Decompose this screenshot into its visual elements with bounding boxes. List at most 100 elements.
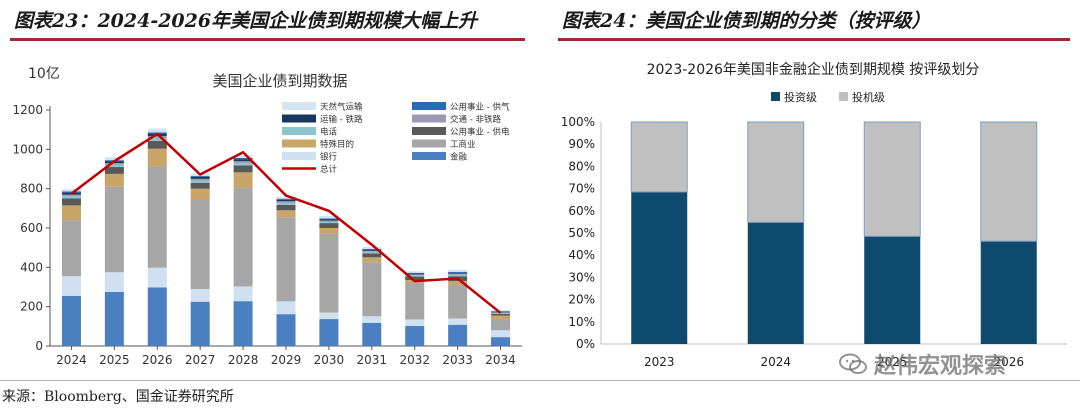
legend-label: 总计 bbox=[320, 164, 338, 175]
bar-segment bbox=[319, 228, 339, 234]
bar-segment bbox=[276, 202, 296, 205]
bar-segment bbox=[405, 272, 425, 274]
x-tick-label: 2029 bbox=[271, 353, 302, 367]
bar-segment bbox=[747, 121, 805, 223]
bar-segment bbox=[448, 273, 468, 275]
bar-segment bbox=[630, 121, 688, 193]
bar-segment bbox=[190, 178, 210, 181]
bar-segment bbox=[104, 164, 124, 168]
x-tick-label: 2031 bbox=[357, 353, 388, 367]
legend-label: 公用事业 - 供电 bbox=[450, 127, 510, 138]
bar-segment bbox=[980, 121, 1038, 242]
bar-segment bbox=[233, 159, 253, 162]
bar-segment bbox=[405, 271, 425, 273]
bar-segment bbox=[362, 250, 382, 252]
bar-segment bbox=[448, 274, 468, 277]
y-tick-label: 90% bbox=[568, 137, 595, 151]
right-chart-title: 2023-2026年美国非金融企业债到期规模 按评级划分 bbox=[647, 61, 980, 78]
y-tick-label: 800 bbox=[20, 182, 43, 196]
bar-segment bbox=[61, 189, 81, 192]
bar-segment bbox=[491, 319, 511, 331]
total-line bbox=[70, 132, 502, 314]
bar-segment bbox=[61, 295, 81, 346]
x-tick-label: 2033 bbox=[442, 353, 473, 367]
bar-segment bbox=[362, 251, 382, 254]
bar-segment bbox=[276, 196, 296, 199]
y-tick-label: 40% bbox=[568, 248, 595, 262]
x-tick-label: 2027 bbox=[185, 353, 216, 367]
watermark-text: 赵伟宏观探索 bbox=[874, 354, 1007, 379]
bar-segment bbox=[233, 157, 253, 160]
legend-label: 特殊目的 bbox=[320, 139, 354, 150]
legend-label: 投机级 bbox=[852, 90, 885, 104]
bar-segment bbox=[104, 157, 124, 161]
x-tick-label: 2030 bbox=[314, 353, 345, 367]
x-tick-label: 2034 bbox=[485, 353, 516, 367]
bar-segment bbox=[405, 276, 425, 281]
bar-segment bbox=[61, 192, 81, 195]
bar-segment bbox=[362, 248, 382, 250]
bar-segment bbox=[491, 312, 511, 314]
bar-segment bbox=[362, 249, 382, 251]
bar-segment bbox=[190, 199, 210, 289]
left-chart-title: 美国企业债到期数据 bbox=[212, 72, 347, 90]
y-tick-label: 0% bbox=[576, 337, 595, 351]
y-tick-label: 50% bbox=[568, 226, 595, 240]
bar-segment bbox=[362, 322, 382, 346]
bar-segment bbox=[980, 241, 1037, 344]
bar-segment bbox=[276, 314, 296, 346]
bar-segment bbox=[104, 291, 124, 346]
bar-segment bbox=[190, 182, 210, 189]
bar-segment bbox=[61, 196, 81, 199]
y-tick-label: 0 bbox=[35, 339, 43, 353]
bar-segment bbox=[319, 223, 339, 228]
bar-segment bbox=[448, 324, 468, 346]
legend-swatch bbox=[412, 114, 446, 123]
bar-segment bbox=[362, 262, 382, 317]
bar-segment bbox=[104, 173, 124, 187]
bar-segment bbox=[233, 161, 253, 164]
legend-label: 天然气运输 bbox=[320, 102, 363, 113]
wechat-icon bbox=[839, 353, 867, 374]
bar-segment bbox=[233, 163, 253, 166]
bar-segment bbox=[61, 276, 81, 296]
bar-segment bbox=[319, 220, 339, 222]
bar-segment bbox=[491, 310, 511, 312]
bar-segment bbox=[104, 167, 124, 174]
y-tick-label: 70% bbox=[568, 182, 595, 196]
right-figure-title: 图表24：美国企业债到期的分类（按评级） bbox=[562, 10, 931, 32]
bar-segment bbox=[276, 301, 296, 315]
watermark: 赵伟宏观探索 bbox=[838, 348, 1006, 380]
legend-label: 公用事业 - 供气 bbox=[450, 102, 510, 113]
bar-segment bbox=[405, 273, 425, 275]
bar-segment bbox=[276, 198, 296, 200]
bar-segment bbox=[147, 128, 167, 133]
y-tick-label: 100% bbox=[561, 115, 595, 129]
bar-segment bbox=[190, 176, 210, 179]
y-tick-label: 20% bbox=[568, 293, 595, 307]
bar-segment bbox=[362, 316, 382, 323]
bar-segment bbox=[405, 274, 425, 276]
bar-segment bbox=[190, 288, 210, 302]
x-tick-label: 2028 bbox=[228, 353, 259, 367]
y-tick-label: 10% bbox=[568, 315, 595, 329]
x-tick-label: 2025 bbox=[99, 353, 130, 367]
bar-segment bbox=[190, 188, 210, 200]
legend-label: 电话 bbox=[320, 127, 338, 138]
y-tick-label: 80% bbox=[568, 159, 595, 173]
x-tick-label: 2024 bbox=[56, 353, 87, 367]
bar-segment bbox=[61, 220, 81, 277]
bar-segment bbox=[233, 301, 253, 346]
legend-swatch bbox=[412, 139, 446, 148]
legend-swatch bbox=[839, 92, 848, 101]
bar-segment bbox=[147, 140, 167, 149]
legend-label: 工商业 bbox=[450, 139, 476, 150]
y-tick-label: 400 bbox=[20, 260, 43, 274]
bar-segment bbox=[491, 313, 511, 316]
x-tick-label: 2024 bbox=[760, 355, 791, 369]
bar-segment bbox=[190, 301, 210, 346]
legend-label: 运输 - 铁路 bbox=[320, 114, 363, 125]
footer-rule bbox=[0, 380, 1080, 381]
x-tick-label: 2026 bbox=[142, 353, 173, 367]
bar-segment bbox=[233, 188, 253, 287]
